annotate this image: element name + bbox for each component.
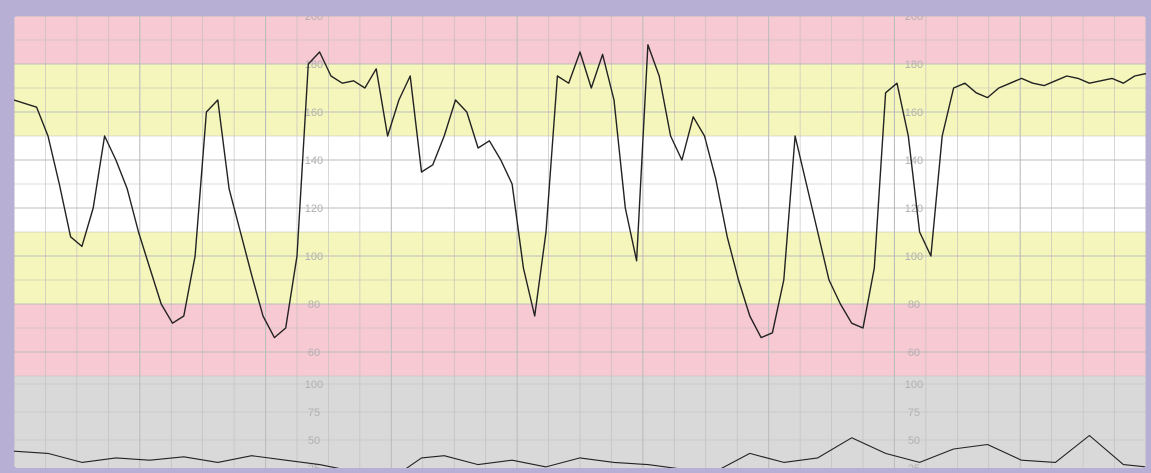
tick-label-top-1-2: 160 [905,107,923,119]
tick-label-bottom-1-0: 100 [905,379,923,391]
chart-svg: 2001801601401201008060200180160140120100… [14,16,1146,468]
upper-trace [14,44,1146,339]
tick-label-top-0-0: 200 [305,16,323,23]
tick-label-top-1-1: 180 [905,59,923,71]
tick-label-top-0-6: 80 [308,299,320,311]
tick-label-bottom-1-2: 50 [908,435,920,447]
tick-label-top-0-7: 60 [308,347,320,359]
tick-label-top-0-3: 140 [305,155,323,167]
tick-label-bottom-1-3: 25 [908,463,920,468]
tick-label-bottom-0-3: 25 [308,463,320,468]
tick-labels: 2001801601401201008060200180160140120100… [305,16,923,468]
tick-label-bottom-0-0: 100 [305,379,323,391]
tick-label-top-1-5: 100 [905,251,923,263]
lower-trace [14,434,1146,468]
tick-label-top-0-5: 100 [305,251,323,263]
tick-label-top-0-2: 160 [305,107,323,119]
tick-label-bottom-1-1: 75 [908,407,920,419]
tick-label-top-1-7: 60 [908,347,920,359]
tick-label-top-1-3: 140 [905,155,923,167]
tick-label-top-0-4: 120 [305,203,323,215]
traces [14,44,1146,468]
grid-lines [14,16,1146,468]
tick-label-top-1-6: 80 [908,299,920,311]
tick-label-top-1-4: 120 [905,203,923,215]
tick-label-bottom-0-1: 75 [308,407,320,419]
tick-label-top-1-0: 200 [905,16,923,23]
plot-area: 200 180 160 140 120 100 80 60 200 180 160 140 120 100… [14,16,1146,468]
tick-label-bottom-0-2: 50 [308,435,320,447]
